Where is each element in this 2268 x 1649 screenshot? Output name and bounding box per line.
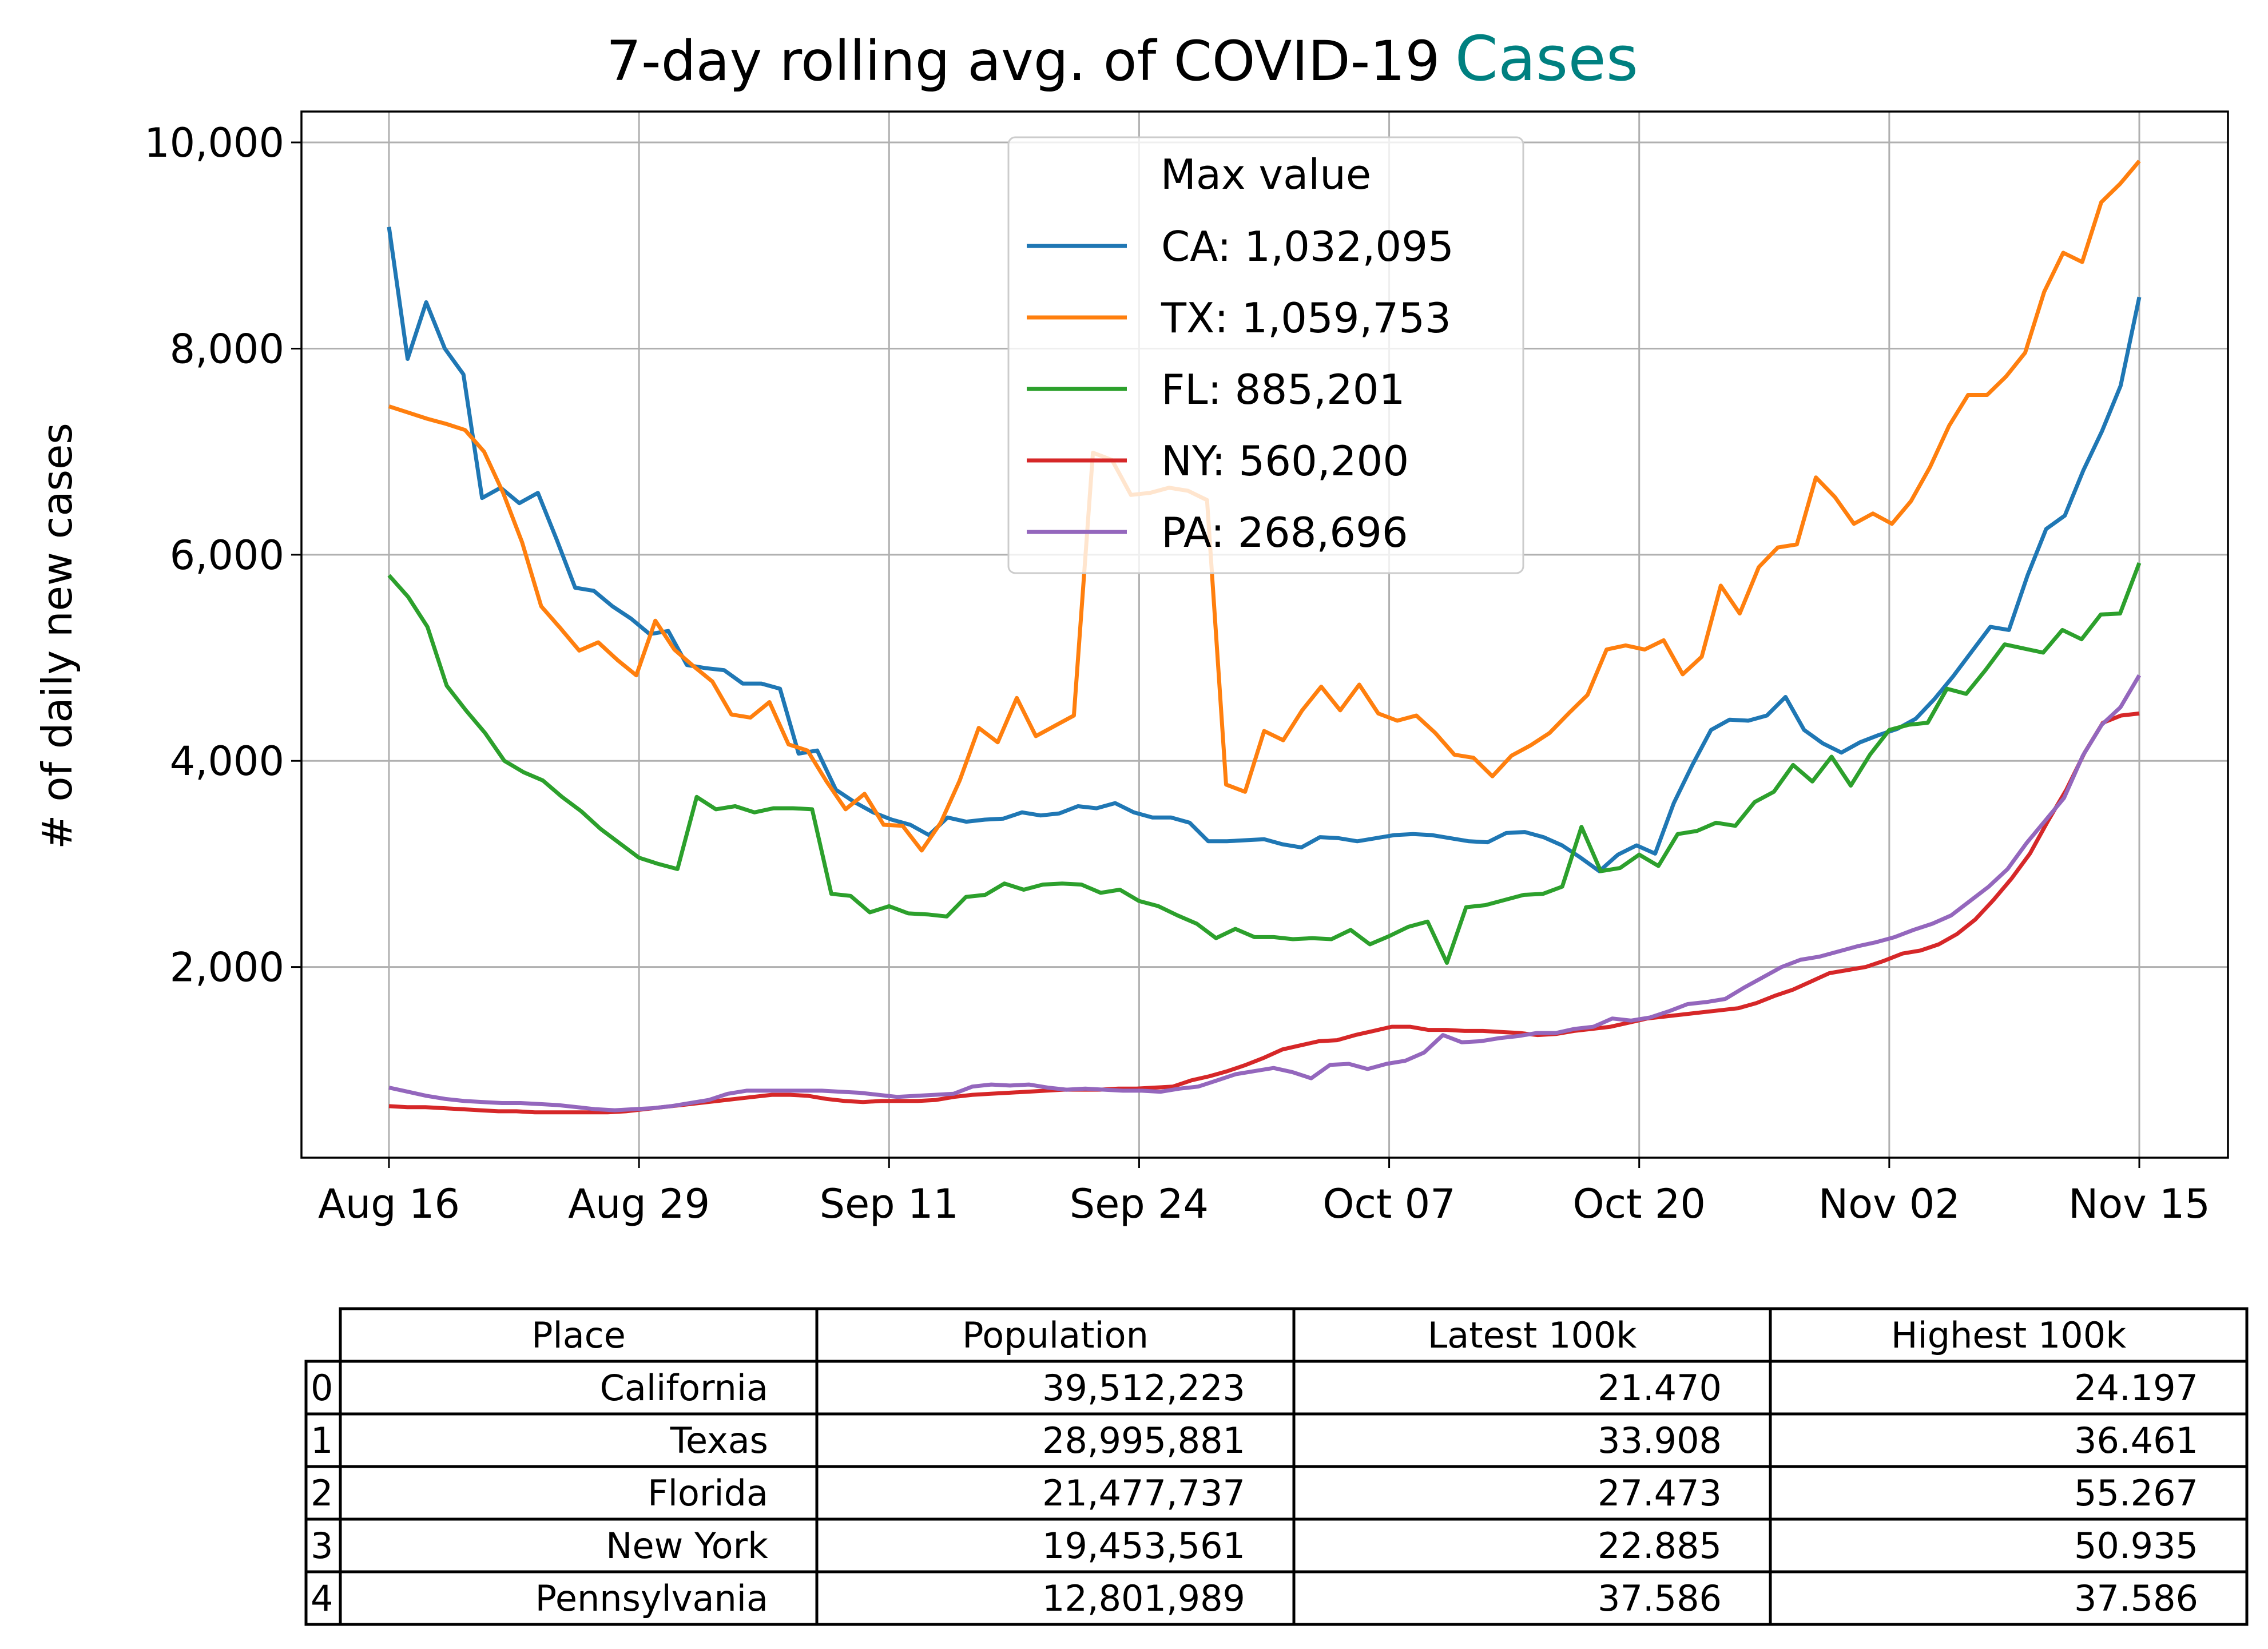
legend-entry-label: TX: 1,059,753 bbox=[1161, 294, 1451, 342]
table-cell: 21,477,737 bbox=[1042, 1472, 1245, 1514]
x-tick-label: Nov 15 bbox=[2068, 1181, 2210, 1227]
x-tick-label: Aug 29 bbox=[568, 1181, 710, 1227]
data-table: Place Population Latest 100k Highest 100k 0 C… bbox=[304, 1307, 2249, 1626]
y-tick-label: 2,000 bbox=[170, 944, 284, 991]
table-cell: New York bbox=[606, 1525, 768, 1567]
table-index-cell: 4 bbox=[311, 1578, 333, 1619]
table-row bbox=[304, 1412, 2249, 1468]
table-header-cell: Highest 100k bbox=[1891, 1314, 2126, 1356]
x-tick-label: Aug 16 bbox=[318, 1181, 460, 1227]
chart-title: 7-day rolling avg. of COVID-19 Cases bbox=[606, 23, 1638, 95]
series-line-fl bbox=[387, 562, 2142, 965]
table-cell: 33.908 bbox=[1598, 1420, 1722, 1461]
legend-entry-label: CA: 1,032,095 bbox=[1161, 222, 1454, 271]
x-axis-ticks: Aug 16 Aug 29 Sep 11 Sep 24 Oct 07 Oct 20 Nov … bbox=[318, 1158, 2210, 1227]
x-tick-label: Sep 24 bbox=[1070, 1181, 1209, 1227]
table-cell: 39,512,223 bbox=[1042, 1367, 1245, 1409]
series-line-ny bbox=[388, 711, 2140, 1115]
table-cell: 37.586 bbox=[1598, 1578, 1722, 1619]
y-tick-label: 6,000 bbox=[170, 532, 284, 579]
table-cell: 50.935 bbox=[2074, 1525, 2198, 1567]
table-row bbox=[304, 1517, 2249, 1573]
legend-entries: CA: 1,032,095 TX: 1,059,753 FL: 885,201 NY:… bbox=[1027, 222, 1454, 557]
table-index-cell: 3 bbox=[311, 1525, 333, 1567]
table-header-cell: Place bbox=[531, 1314, 626, 1356]
table-cell: 55.267 bbox=[2074, 1472, 2198, 1514]
table-cell: 36.461 bbox=[2074, 1420, 2198, 1461]
table-header-cell: Latest 100k bbox=[1428, 1314, 1637, 1356]
x-tick-label: Oct 07 bbox=[1322, 1181, 1455, 1227]
y-tick-label: 10,000 bbox=[144, 120, 284, 166]
table-index-cell: 2 bbox=[311, 1472, 333, 1514]
table-cell: Pennsylvania bbox=[535, 1578, 768, 1619]
legend-title: Max value bbox=[1161, 150, 1371, 198]
table-cell: 12,801,989 bbox=[1042, 1578, 1245, 1619]
y-axis-label: # of daily new cases bbox=[33, 423, 81, 849]
x-tick-label: Oct 20 bbox=[1573, 1181, 1706, 1227]
table-row bbox=[304, 1570, 2249, 1626]
table-header-cell: Population bbox=[962, 1314, 1149, 1356]
table-cell: Florida bbox=[648, 1472, 768, 1514]
legend: Max value CA: 1,032,095 TX: 1,059,753 FL: … bbox=[1007, 136, 1524, 574]
table-row bbox=[304, 1360, 2249, 1416]
table-cell: 22.885 bbox=[1598, 1525, 1722, 1567]
series-line-tx bbox=[388, 160, 2141, 853]
x-tick-label: Sep 11 bbox=[820, 1181, 959, 1227]
legend-entry-label: NY: 560,200 bbox=[1161, 437, 1409, 485]
table-cell: 28,995,881 bbox=[1042, 1420, 1245, 1461]
legend-entry-label: FL: 885,201 bbox=[1161, 365, 1405, 414]
chart-title-highlight: Cases bbox=[1455, 23, 1638, 95]
legend-box bbox=[1007, 136, 1524, 574]
y-axis-ticks: 2,000 4,000 6,000 8,000 10,000 bbox=[144, 120, 301, 991]
plot-frame bbox=[300, 110, 2229, 1159]
chart-title-main: 7-day rolling avg. of COVID-19 bbox=[606, 29, 1440, 93]
table-cell: Texas bbox=[670, 1420, 768, 1461]
y-tick-label: 4,000 bbox=[170, 738, 284, 785]
table-cell: 27.473 bbox=[1598, 1472, 1722, 1514]
series-line-pa bbox=[388, 674, 2142, 1112]
table-cell: 37.586 bbox=[2074, 1578, 2198, 1619]
series-lines bbox=[387, 160, 2142, 1115]
table-cell: 24.197 bbox=[2074, 1367, 2198, 1409]
table-row bbox=[304, 1465, 2249, 1521]
y-tick-label: 8,000 bbox=[170, 325, 284, 372]
table-index-cell: 1 bbox=[311, 1420, 333, 1461]
table-cell: 19,453,561 bbox=[1042, 1525, 1245, 1567]
table-index-cell: 0 bbox=[311, 1367, 333, 1409]
x-tick-label: Nov 02 bbox=[1818, 1181, 1960, 1227]
legend-entry-label: PA: 268,696 bbox=[1161, 508, 1408, 557]
table-cell: 21.470 bbox=[1598, 1367, 1722, 1409]
table-cell: California bbox=[600, 1367, 768, 1409]
